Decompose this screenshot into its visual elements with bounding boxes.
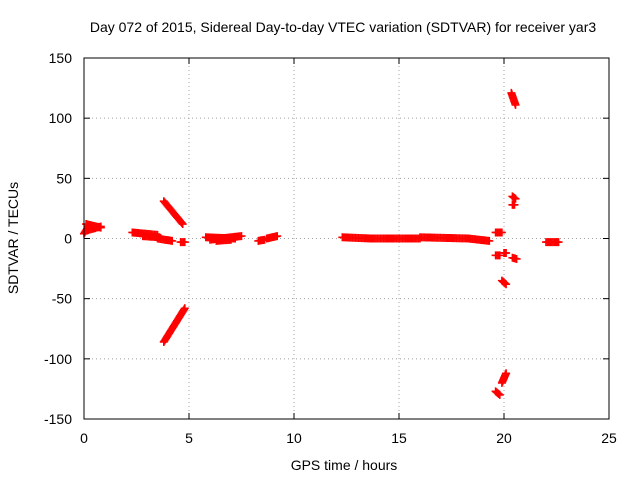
x-tick-label: 25 <box>601 430 617 446</box>
data-point-cluster <box>500 248 511 257</box>
data-point <box>273 232 282 241</box>
data-point <box>237 232 246 241</box>
y-tick-label: 0 <box>64 231 72 247</box>
data-point-cluster <box>542 238 563 247</box>
data-point <box>96 222 105 231</box>
x-tick-label: 10 <box>286 430 302 446</box>
data-point <box>511 100 520 109</box>
x-tick-label: 15 <box>391 430 407 446</box>
chart-title: Day 072 of 2015, Sidereal Day-to-day VTE… <box>90 19 596 35</box>
x-axis-label: GPS time / hours <box>291 457 398 473</box>
y-tick-label: 100 <box>49 110 73 126</box>
data-point-cluster <box>262 232 282 243</box>
data-point-cluster <box>497 369 511 387</box>
data-point-cluster <box>491 228 506 237</box>
data-point <box>510 200 519 209</box>
data-point <box>495 390 504 399</box>
data-point-cluster <box>159 304 189 346</box>
data-point <box>554 238 563 247</box>
y-tick-labels: -150 -100 -50 0 50 100 150 <box>44 50 72 427</box>
y-tick-label: -100 <box>44 351 72 367</box>
data-point <box>502 248 511 257</box>
data-point <box>510 193 519 202</box>
data-point-cluster <box>416 233 473 243</box>
data-point <box>497 228 506 237</box>
data-point <box>177 218 186 227</box>
data-point-cluster <box>367 234 424 243</box>
y-tick-label: 150 <box>49 50 73 66</box>
data-point <box>180 238 189 247</box>
data-point <box>178 220 187 229</box>
data-point-cluster <box>464 234 494 245</box>
data-point-cluster <box>508 200 519 209</box>
data-point-cluster <box>212 235 235 245</box>
data-point <box>485 236 494 245</box>
data-point-cluster <box>176 238 189 247</box>
x-tick-label: 20 <box>496 430 512 446</box>
data-point-cluster <box>497 276 511 289</box>
data-point <box>501 279 510 288</box>
plot-frame <box>83 57 610 420</box>
data-point <box>494 390 503 399</box>
data-point <box>511 194 520 203</box>
y-tick-label: 50 <box>56 170 72 186</box>
data-point <box>512 254 521 263</box>
data-point <box>227 235 235 244</box>
data-point-cluster <box>508 192 520 203</box>
y-tick-label: -50 <box>52 291 72 307</box>
data-point <box>180 304 189 313</box>
y-tick-label: -150 <box>44 411 72 427</box>
data-point <box>168 236 177 245</box>
data-point-cluster <box>84 222 105 235</box>
data-point-cluster <box>507 88 520 109</box>
data-point-cluster <box>508 253 521 263</box>
x-tick-label: 0 <box>80 430 88 446</box>
x-tick-labels: 0 5 10 15 20 25 <box>80 430 617 446</box>
data-point <box>502 369 511 378</box>
data-point <box>502 280 511 289</box>
data-point <box>495 251 504 260</box>
data-points <box>80 88 563 399</box>
y-axis-label: SDTVAR / TECUs <box>5 182 21 294</box>
x-tick-label: 5 <box>185 430 193 446</box>
data-point-cluster <box>491 251 504 260</box>
data-point-cluster <box>159 197 187 229</box>
data-point-cluster <box>153 234 177 245</box>
data-point-cluster <box>491 387 504 399</box>
